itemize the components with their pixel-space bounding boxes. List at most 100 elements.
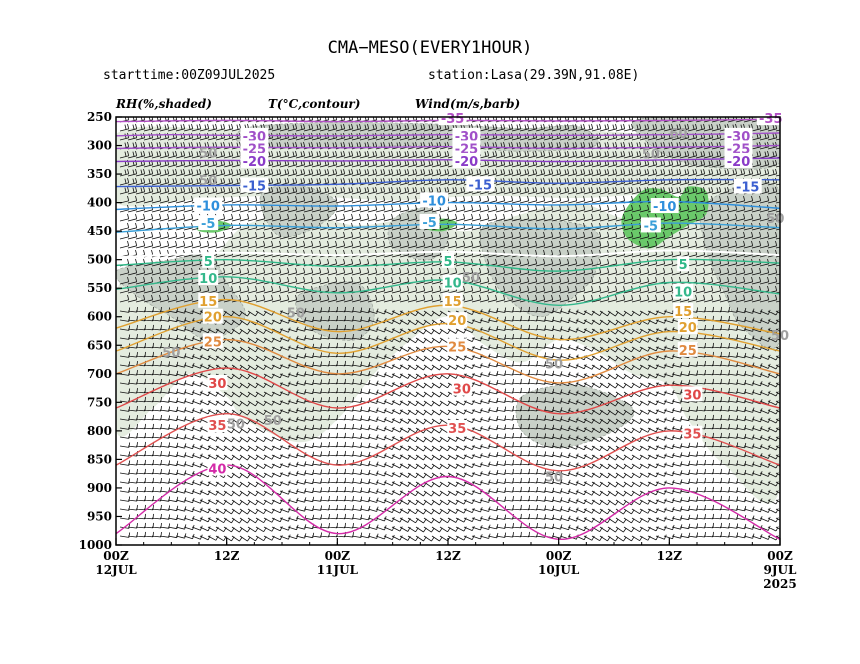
- temp-label-bg: [466, 176, 495, 192]
- x-tick-date-0: 12JUL: [95, 563, 137, 577]
- rh-label-1: 50: [199, 174, 217, 189]
- legend-rh: RH(%,shaded): [116, 97, 212, 111]
- temp-contour-neg20: [116, 157, 780, 163]
- temp-label-33: 25: [448, 340, 466, 355]
- rh-label-7: 50: [287, 307, 305, 322]
- temp-contour-neg15: [116, 178, 780, 188]
- temp-label-bg: [240, 177, 269, 193]
- x-tick-date-2: 11JUL: [317, 563, 359, 577]
- y-tick-label-300: 300: [87, 139, 112, 153]
- temp-label-19: -5: [644, 219, 658, 234]
- temp-label-0: -35: [441, 112, 465, 127]
- temp-label-bg: [447, 420, 468, 436]
- rh-label-9: 50: [227, 417, 245, 432]
- x-tick-time-3: 12Z: [435, 549, 461, 563]
- temp-label-bg: [420, 192, 449, 208]
- temp-label-bg: [240, 127, 269, 143]
- rh-label-8: 50: [162, 346, 180, 361]
- temp-label-16: -10: [653, 200, 677, 215]
- temp-label-bg: [240, 140, 269, 156]
- temp-label-bg: [447, 312, 468, 328]
- temp-label-bg: [240, 152, 269, 168]
- contour-label-layer: -35 -35-30 -30 -30-25 -25 -25-20 -20 -20-15 -15-…: [162, 110, 789, 486]
- y-tick-label-450: 450: [87, 224, 112, 238]
- rh-label-2: 50: [462, 271, 480, 286]
- x-tick-year-6: 2025: [763, 577, 796, 591]
- y-tick-label-600: 600: [87, 310, 112, 324]
- temp-label-15: -10: [422, 194, 446, 209]
- temp-label-20: 5: [204, 255, 213, 270]
- y-tick-label-1000: 1000: [79, 538, 112, 552]
- rh-label-12: 60: [670, 127, 688, 142]
- y-tick-label-550: 550: [87, 281, 112, 295]
- y-tick-label-800: 800: [87, 424, 112, 438]
- x-tick-date-4: 10JUL: [538, 563, 580, 577]
- y-tick-label-750: 750: [87, 395, 112, 409]
- temp-label-bg: [452, 152, 481, 168]
- temp-label-9: -20: [455, 155, 479, 170]
- temp-contour-neg5: [116, 222, 780, 233]
- temp-label-28: 15: [674, 305, 692, 320]
- temp-label-41: 40: [208, 463, 226, 478]
- temp-label-14: -10: [196, 199, 220, 214]
- temp-label-bg: [202, 308, 223, 324]
- temp-label-31: 20: [679, 321, 697, 336]
- temp-label-bg: [442, 274, 463, 290]
- temp-label-38: 35: [208, 419, 226, 434]
- temp-label-bg: [447, 338, 468, 354]
- temp-label-21: 5: [443, 255, 452, 270]
- rh-label-0: 50: [199, 146, 217, 161]
- rh-region-mid-10: [515, 384, 635, 449]
- x-tick-time-2: 00Z: [325, 549, 351, 563]
- temp-label-bg: [451, 380, 472, 396]
- rh-region-mid-6: [295, 281, 375, 341]
- y-tick-label-650: 650: [87, 338, 112, 352]
- temp-label-40: 35: [683, 428, 701, 443]
- temp-label-30: 20: [448, 314, 466, 329]
- y-tick-label-950: 950: [87, 509, 112, 523]
- temp-label-bg: [733, 178, 762, 194]
- temp-label-39: 35: [448, 422, 466, 437]
- temp-contour-neg30: [116, 132, 780, 137]
- temp-label-bg: [724, 127, 753, 143]
- temp-contour-neg25: [116, 144, 780, 150]
- temp-label-17: -5: [201, 217, 215, 232]
- y-tick-label-250: 250: [87, 110, 112, 124]
- y-tick-label-900: 900: [87, 481, 112, 495]
- starttime-label: starttime:00Z09JUL2025: [103, 68, 276, 83]
- temp-label-bg: [677, 341, 698, 357]
- temp-label-12: -15: [469, 178, 493, 193]
- temp-label-29: 20: [204, 311, 222, 326]
- temp-label-bg: [207, 417, 228, 433]
- temp-label-10: -20: [727, 155, 751, 170]
- rh-label-11: 50: [545, 471, 563, 486]
- y-tick-label-700: 700: [87, 367, 112, 381]
- temp-label-bg: [677, 319, 698, 335]
- x-tick-date-6: 9JUL: [764, 563, 797, 577]
- temp-label-bg: [442, 252, 454, 268]
- axis-layer: 2503003504004505005506006507007508008509…: [79, 110, 797, 591]
- temp-label-bg: [198, 269, 219, 285]
- legend-temperature: T(°C,contour): [268, 97, 361, 111]
- temp-label-bg: [202, 252, 215, 268]
- x-tick-time-6: 00Z: [767, 549, 793, 563]
- temp-label-bg: [207, 374, 228, 390]
- temp-label-18: -5: [422, 216, 436, 231]
- temp-label-bg: [194, 197, 223, 213]
- temp-label-22: 5: [679, 258, 688, 273]
- temp-label-bg: [207, 460, 228, 476]
- temp-label-36: 30: [453, 383, 471, 398]
- temp-label-37: 30: [683, 388, 701, 403]
- temp-label-bg: [673, 303, 694, 319]
- rh-label-10: 50: [264, 414, 282, 429]
- temp-label-bg: [452, 127, 481, 143]
- rh-label-5: 50: [766, 212, 784, 227]
- temp-label-bg: [452, 140, 481, 156]
- temp-contour-0: [116, 249, 780, 259]
- temp-label-bg: [198, 215, 219, 231]
- x-tick-time-4: 00Z: [546, 549, 572, 563]
- chart-title: CMA−MESO(EVERY1HOUR): [327, 38, 533, 58]
- temp-label-27: 15: [444, 295, 462, 310]
- temp-label-35: 30: [208, 377, 226, 392]
